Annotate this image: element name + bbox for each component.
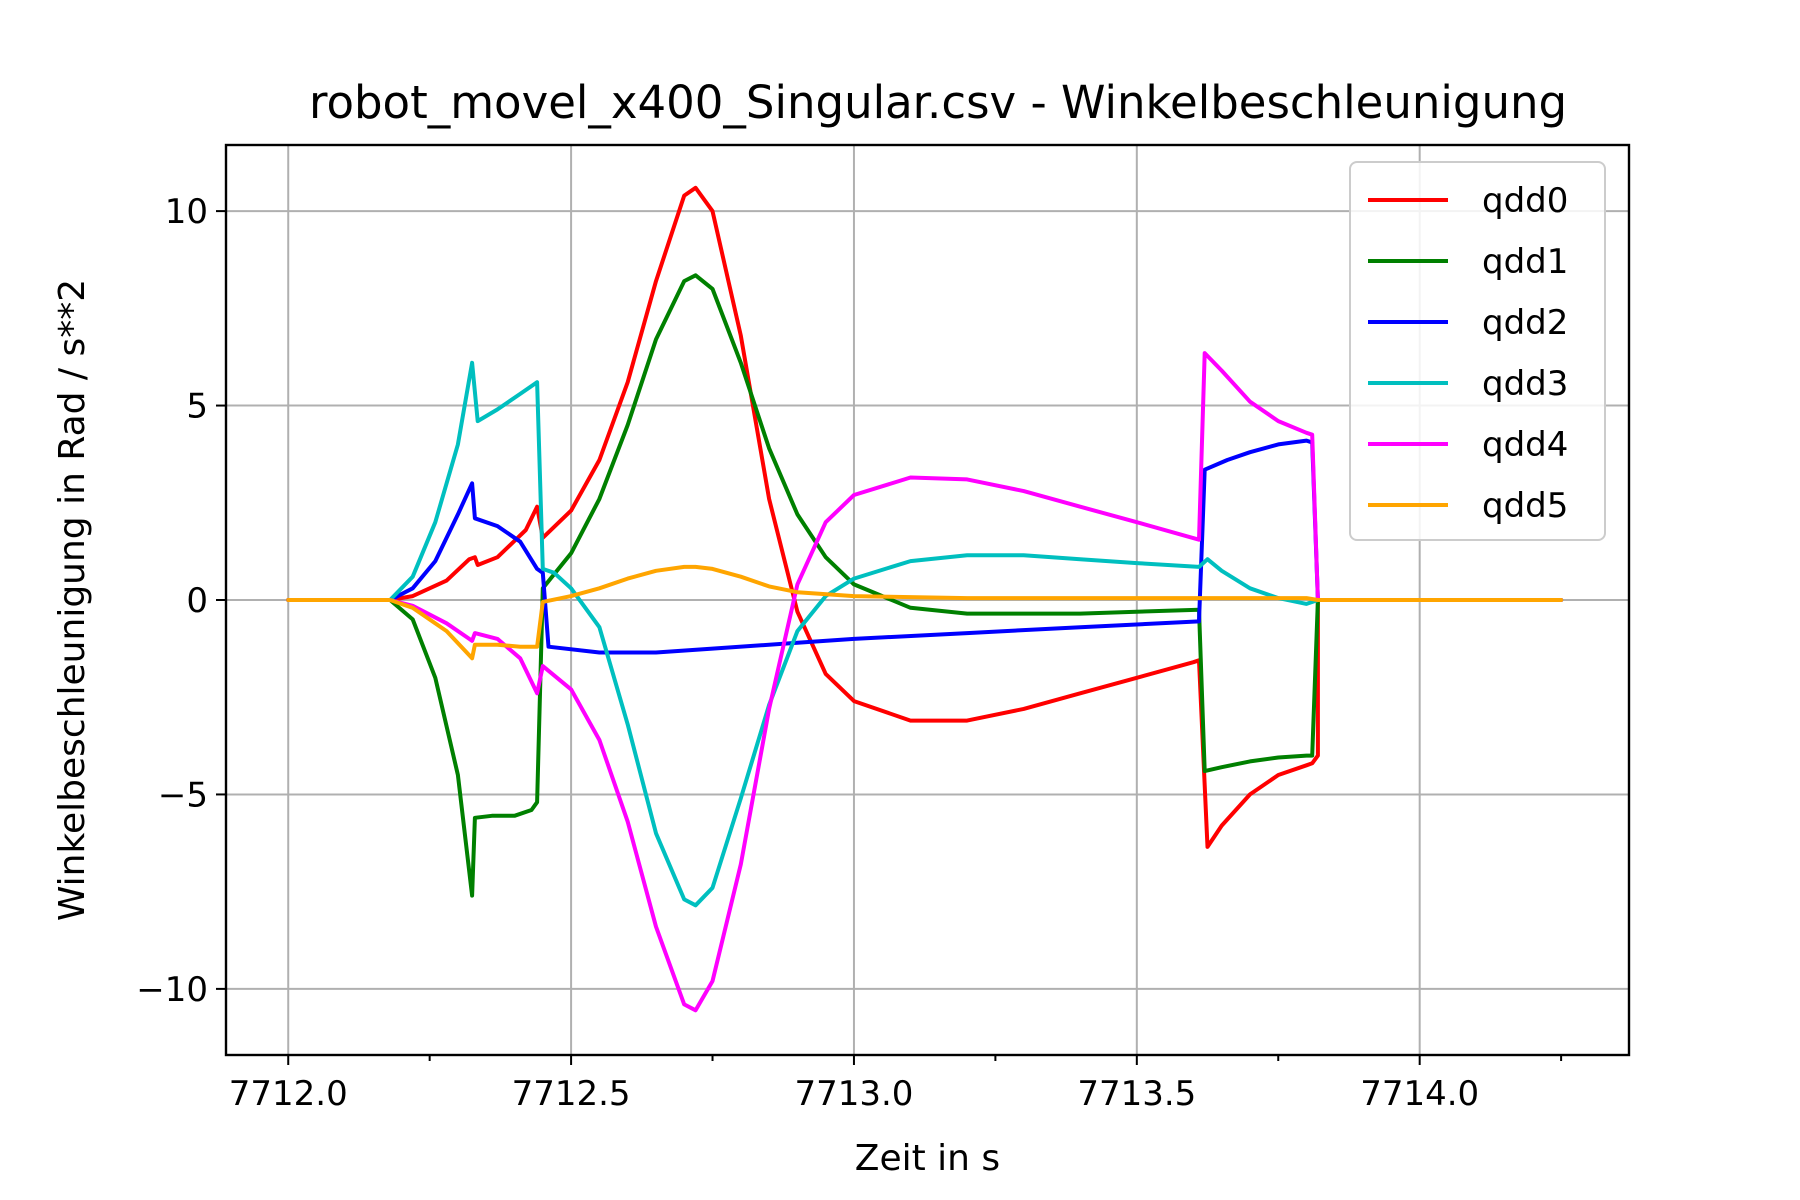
y-tick-label: 10 [165,192,208,232]
legend: qdd0 qdd1 qdd2 qdd3 qdd4 qdd5 [1349,161,1606,541]
series-line-qdd3 [286,360,1564,908]
x-tick-label: 7713.0 [794,1074,913,1114]
legend-label-qdd3: qdd3 [1482,364,1568,404]
legend-label-qdd1: qdd1 [1482,242,1568,282]
legend-label-qdd0: qdd0 [1482,181,1568,221]
x-tick-label: 7712.5 [512,1074,631,1114]
series-line-qdd5 [286,564,1564,661]
series-line-qdd1 [286,273,1564,898]
y-tick-label: −5 [158,775,208,815]
y-tick-label: −10 [136,970,208,1010]
legend-label-qdd5: qdd5 [1482,486,1568,526]
axis-ticks: 7712.0 7712.5 7713.0 7713.5 7714.0 10 5 0 −5 −10 [136,192,1563,1114]
x-tick-label: 7713.5 [1077,1074,1196,1114]
series-line-qdd4 [286,351,1564,1013]
y-tick-label: 5 [186,387,208,427]
x-tick-label: 7714.0 [1360,1074,1479,1114]
series-line-qdd0 [286,185,1564,849]
series-lines [286,185,1564,1013]
x-tick-label: 7712.0 [229,1074,348,1114]
series-line-qdd2 [286,438,1564,655]
y-tick-label: 0 [186,581,208,621]
legend-label-qdd4: qdd4 [1482,425,1568,465]
y-axis-label: Winkelbeschleunigung in Rad / s**2 [52,279,93,921]
legend-label-qdd2: qdd2 [1482,303,1568,343]
x-axis-label: Zeit in s [855,1138,1000,1179]
chart-title: robot_movel_x400_Singular.csv - Winkelbe… [309,76,1567,129]
